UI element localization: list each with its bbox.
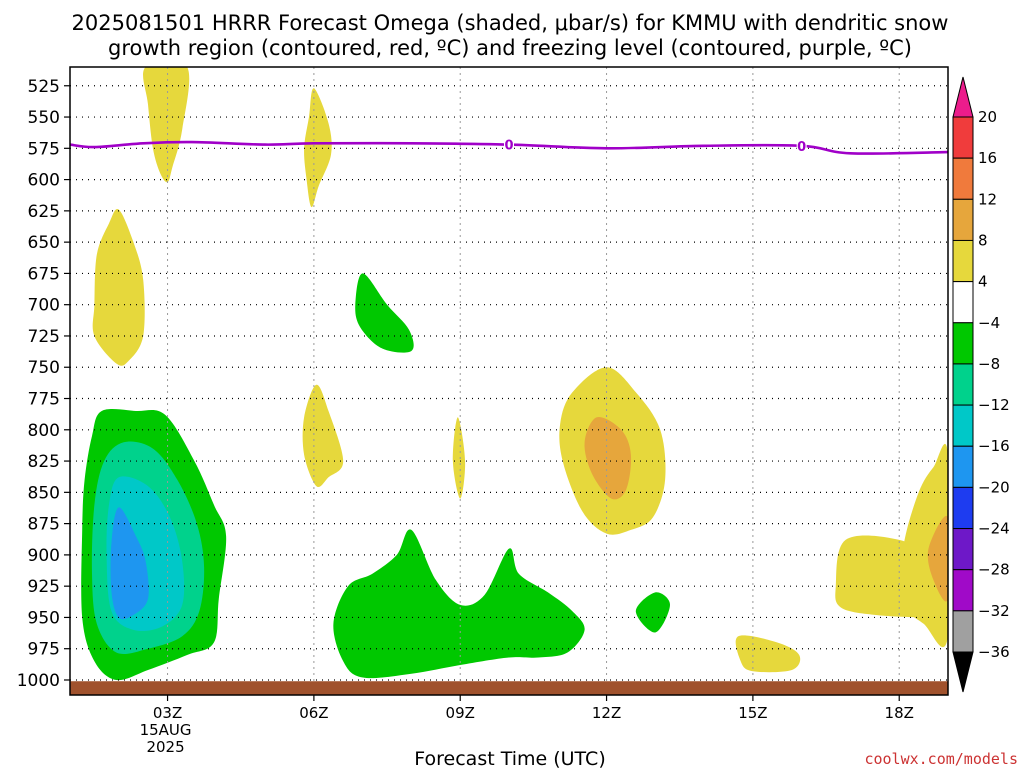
colorbar-level-label: 8 — [978, 231, 988, 249]
y-tick-label: 775 — [28, 390, 60, 410]
freezing-label-bg — [796, 137, 807, 152]
shaded-region-yellow-upper-03z — [143, 67, 190, 183]
colorbar-bin — [952, 445, 974, 488]
y-tick-label: 850 — [28, 483, 60, 503]
y-tick-label: 900 — [28, 546, 60, 566]
colorbar-level-label: −36 — [978, 643, 1010, 661]
chart-title-line2: growth region (contoured, red, ºC) and f… — [108, 36, 912, 60]
y-tick-label: 750 — [28, 358, 60, 378]
y-tick-label: 625 — [28, 202, 60, 222]
credit-text: coolwx.com/models — [864, 750, 1018, 768]
shaded-region-green-950-13z — [635, 592, 670, 633]
y-tick-label: 800 — [28, 421, 60, 441]
shaded-region-green-lower-band — [333, 529, 585, 679]
colorbar-level-label: −28 — [978, 561, 1010, 579]
colorbar-bin — [952, 528, 974, 571]
y-tick-label: 975 — [28, 640, 60, 660]
y-tick-label: 1000 — [17, 671, 60, 691]
colorbar-level-label: −4 — [978, 314, 1000, 332]
colorbar: 20 16 12 8 4 −4 −8 −12 −16 −20 −24 −28 −32 −36 — [952, 76, 1010, 693]
y-tick-label: 700 — [28, 296, 60, 316]
x-tick-year-label: 2025 — [146, 738, 184, 756]
x-tick-label: 15Z — [738, 704, 767, 722]
shaded-region-blue-03z — [110, 507, 149, 620]
surface-terrain-band — [70, 681, 948, 695]
y-tick-label: 725 — [28, 327, 60, 347]
colorbar-level-label: 12 — [978, 190, 997, 208]
shaded-region-green-700mb — [355, 273, 414, 353]
colorbar-bin — [952, 322, 974, 365]
colorbar-bin — [952, 569, 974, 612]
shaded-region-yellow-19z-edge — [898, 444, 948, 647]
colorbar-bin — [952, 486, 974, 530]
x-tick-label: 09Z — [446, 704, 475, 722]
y-tick-label: 650 — [28, 233, 60, 253]
y-tick-label: 550 — [28, 108, 60, 128]
shaded-region-yellow-825mb-09z — [452, 417, 466, 499]
y-tick-label: 950 — [28, 608, 60, 628]
shaded-region-yellow-975-16z — [735, 635, 801, 673]
shaded-region-orange-12z-core — [584, 416, 632, 500]
plot-frame — [69, 66, 949, 696]
colorbar-level-label: −12 — [978, 396, 1010, 414]
x-tick-label: 06Z — [299, 704, 328, 722]
colorbar-level-label: 20 — [978, 108, 997, 126]
y-tick-label: 600 — [28, 171, 60, 191]
colorbar-level-label: 4 — [978, 273, 988, 291]
y-tick-label: 925 — [28, 577, 60, 597]
colorbar-bin — [952, 281, 974, 324]
colorbar-level-label: −32 — [978, 602, 1010, 620]
chart-title-line1: 2025081501 HRRR Forecast Omega (shaded, … — [72, 11, 949, 35]
freezing-level-label: 0 — [504, 139, 513, 154]
shaded-region-yellow-upper-06z — [304, 88, 332, 208]
colorbar-bin — [952, 363, 974, 406]
colorbar-bin — [952, 198, 974, 241]
colorbar-level-label: −8 — [978, 355, 1000, 373]
x-tick-label: 03Z — [153, 704, 182, 722]
x-tick-date-label: 15AUG — [140, 721, 192, 739]
shaded-region-yellow-800mb-06z — [302, 384, 344, 488]
colorbar-bin — [952, 239, 974, 283]
y-tick-label: 675 — [28, 264, 60, 284]
colorbar-level-label: 16 — [978, 149, 997, 167]
y-tick-label: 575 — [28, 139, 60, 159]
y-axis: 525 550 575 600 625 650 675 700 725 750 775 800 825 8… — [17, 77, 70, 691]
freezing-label-bg — [504, 136, 514, 151]
colorbar-bin — [952, 116, 974, 159]
colorbar-level-label: −20 — [978, 478, 1010, 496]
x-tick-label: 18Z — [885, 704, 914, 722]
y-tick-label: 875 — [28, 515, 60, 535]
colorbar-bin — [952, 610, 974, 653]
x-axis-title: Forecast Time (UTC) — [414, 748, 605, 768]
colorbar-bin — [952, 157, 974, 200]
y-tick-label: 825 — [28, 452, 60, 472]
shaded-region-yellow-midlevel-02z — [92, 208, 145, 366]
surface-band — [70, 681, 948, 695]
colorbar-level-label: −16 — [978, 437, 1010, 455]
freezing-level-label: 0 — [797, 140, 806, 155]
shaded-omega-regions — [81, 67, 948, 681]
colorbar-bin — [952, 404, 974, 447]
shaded-region-orange-19z-edge — [927, 515, 948, 602]
colorbar-level-label: −24 — [978, 520, 1010, 538]
colorbar-top-triangle — [952, 76, 974, 118]
colorbar-bottom-triangle — [952, 651, 974, 693]
y-tick-label: 525 — [28, 77, 60, 97]
x-tick-label: 12Z — [592, 704, 621, 722]
